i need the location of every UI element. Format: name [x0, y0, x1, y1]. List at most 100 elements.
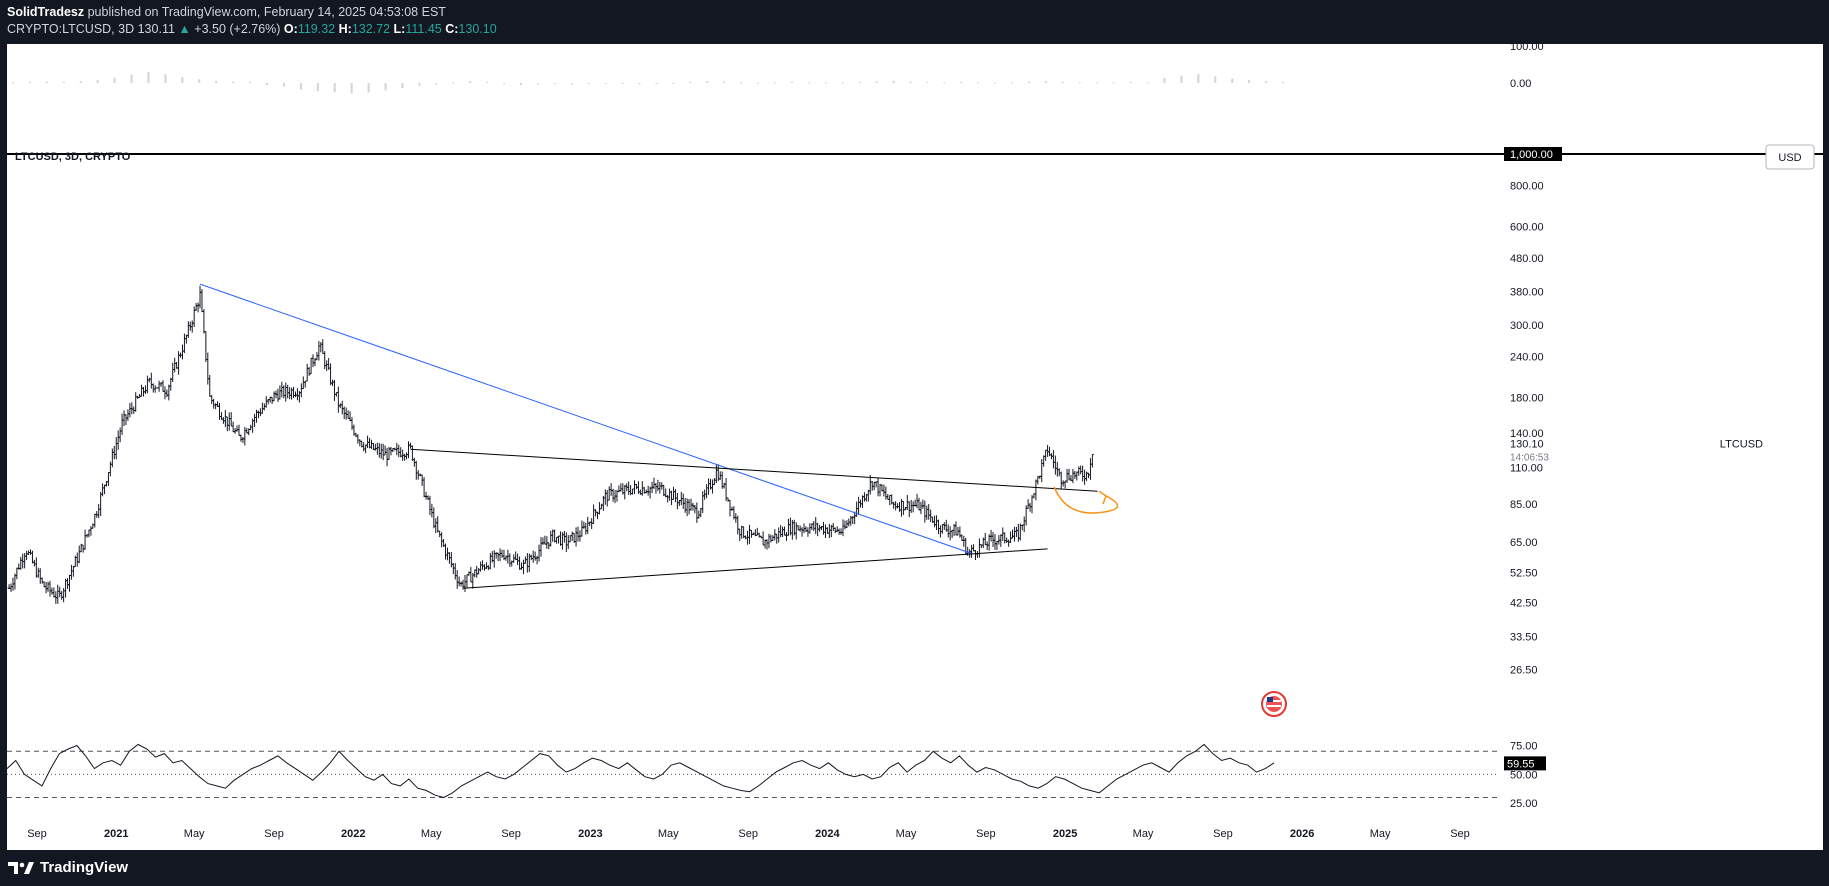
chart-panel[interactable]: 100.00 0.00 LTCUSD, 3D, CRYPTO USD 1,000.… — [7, 44, 1823, 850]
ohlc-bar — [282, 385, 286, 399]
ohlc-bar — [794, 522, 798, 540]
histogram-bar — [926, 81, 929, 83]
ohlc-bar — [765, 539, 769, 550]
ohlc-bar — [812, 520, 816, 532]
ohlc-bar — [1075, 471, 1079, 481]
ohlc-bar — [340, 400, 344, 415]
ohlc-bar — [373, 443, 377, 451]
ohlc-bar — [280, 381, 284, 398]
ohlc-bar — [523, 556, 527, 564]
open-label: O: — [283, 22, 298, 36]
ohlc-bar — [101, 483, 105, 497]
time-axis-tick: Sep — [1213, 828, 1233, 840]
ohlc-bar — [383, 445, 387, 456]
ohlc-bar — [134, 392, 138, 412]
histogram-bar — [469, 81, 472, 83]
ohlc-bar — [346, 410, 350, 419]
ohlc-bar — [87, 529, 91, 538]
ohlc-bar — [338, 403, 342, 409]
tradingview-logo[interactable]: TradingView — [8, 859, 128, 876]
ohlc-bar — [432, 507, 436, 529]
ohlc-bar — [190, 320, 194, 333]
time-axis: Sep 2021 May Sep 2022 May Sep 2023 May Sep 2024 May… — [27, 828, 1470, 840]
ohlc-bar — [707, 478, 711, 495]
ohlc-bar — [872, 481, 876, 491]
ohlc-bar — [332, 379, 336, 401]
ohlc-bar — [408, 442, 412, 449]
ohlc-bar — [1022, 516, 1026, 533]
main-axis-tick: 85.00 — [1510, 499, 1538, 511]
drawing-arrow[interactable] — [1053, 486, 1119, 514]
ohlc-bar — [186, 321, 190, 338]
ohlc-bar — [406, 441, 410, 459]
ohlc-bar — [646, 485, 650, 496]
ohlc-bar — [93, 513, 97, 528]
ohlc-bar — [1046, 444, 1050, 457]
ohlc-bar — [917, 497, 921, 511]
ohlc-bar — [603, 489, 607, 505]
author-name[interactable]: SolidTradesz — [7, 5, 85, 19]
main-pane-title: LTCUSD, 3D, CRYPTO — [15, 151, 131, 163]
ohlc-bar — [52, 587, 56, 598]
ohlc-bar — [975, 551, 979, 558]
currency-label[interactable]: USD — [1778, 152, 1801, 164]
ohlc-bar — [212, 398, 216, 409]
ohlc-bar — [940, 524, 944, 534]
main-axis-tick: 180.00 — [1510, 393, 1544, 405]
ohlc-bar — [292, 386, 296, 399]
ohlc-bar — [948, 526, 952, 541]
histogram-bar — [621, 83, 624, 84]
ohlc-bar — [350, 417, 354, 430]
ohlc-bar — [492, 550, 496, 568]
chart-canvas[interactable]: 100.00 0.00 LTCUSD, 3D, CRYPTO USD 1,000.… — [7, 44, 1823, 850]
main-axis-tick: 110.00 — [1510, 462, 1543, 474]
flag-icon[interactable] — [1261, 691, 1287, 717]
histogram-bar — [316, 83, 319, 92]
ohlc-bar — [410, 445, 414, 461]
histogram-bar — [841, 82, 844, 84]
ohlc-bar — [712, 478, 716, 485]
rsi-axis-tick: 25.00 — [1510, 798, 1538, 810]
main-axis-tick: 140.00 — [1510, 428, 1544, 440]
ohlc-bar — [116, 430, 120, 450]
ohlc-bar — [208, 374, 212, 397]
trendline[interactable] — [199, 283, 972, 554]
ohlc-bar — [165, 389, 169, 398]
histogram-bar — [215, 80, 218, 83]
ohlc-bar — [342, 406, 346, 420]
time-axis-tick: May — [658, 828, 679, 840]
ohlc-bar — [919, 501, 923, 515]
histogram-bar — [672, 83, 675, 84]
ohlc-bar — [229, 412, 233, 427]
ohlc-bar — [430, 503, 434, 518]
histogram-bar — [147, 71, 150, 83]
ohlc-bar — [498, 548, 502, 562]
rsi-line — [7, 743, 1275, 799]
ohlc-bar — [1088, 458, 1092, 480]
histogram-bar — [1146, 82, 1149, 84]
trendline[interactable] — [463, 548, 1048, 589]
ohlc-bar — [835, 526, 839, 533]
ohlc-bar — [831, 523, 835, 531]
ohlc-bar — [993, 534, 997, 550]
ohlc-bar — [977, 538, 981, 558]
trendline[interactable] — [410, 448, 1098, 492]
main-pane: 1,000.00 800.00 600.00 480.00 380.00 300.00 24… — [7, 147, 1763, 677]
ohlc-bar — [740, 525, 744, 539]
ohlc-bar — [714, 464, 718, 484]
histogram-bar — [1282, 81, 1284, 83]
ohlc-bar — [586, 516, 590, 534]
ohlc-bar — [227, 412, 231, 431]
ohlc-bar — [896, 503, 900, 509]
ohlc-bar — [276, 388, 280, 402]
drawing-arrow-head[interactable] — [1098, 490, 1107, 505]
currency-button[interactable] — [1765, 144, 1815, 170]
histogram-bar — [892, 80, 895, 83]
ohlc-bar — [878, 483, 882, 497]
ohlc-bar — [60, 591, 64, 600]
ohlc-bar — [358, 439, 362, 447]
ohlc-bar — [225, 416, 229, 432]
ohlc-bar — [368, 437, 372, 449]
time-axis-tick: Sep — [27, 828, 47, 840]
ohlc-bar — [611, 488, 615, 502]
